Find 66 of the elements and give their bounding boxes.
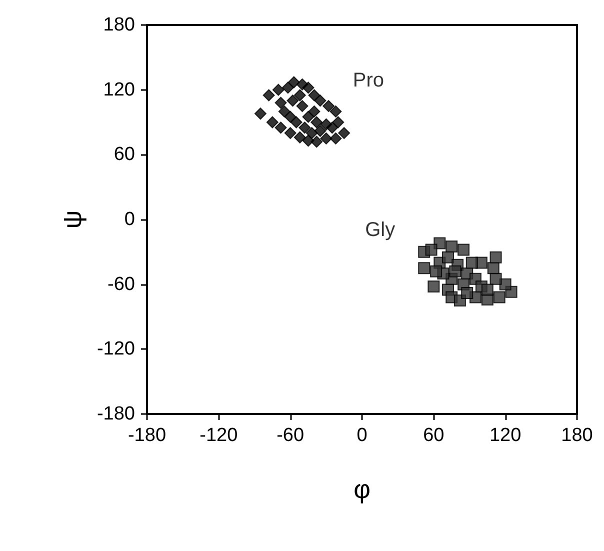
- x-tick-label: 180: [561, 425, 593, 446]
- point: [449, 265, 462, 278]
- point: [310, 116, 323, 128]
- point: [294, 89, 306, 102]
- point: [272, 84, 284, 96]
- point: [262, 89, 275, 102]
- point: [442, 251, 454, 264]
- x-tick-label: 0: [356, 425, 368, 446]
- y-tick-label: 60: [114, 144, 135, 166]
- point: [330, 105, 342, 118]
- point: [320, 132, 332, 144]
- point: [302, 110, 314, 123]
- point: [425, 244, 438, 256]
- x-tick-label: -180: [128, 425, 166, 446]
- point: [493, 291, 506, 304]
- point: [282, 82, 294, 94]
- point: [284, 110, 296, 123]
- y-tick-label: -180: [96, 404, 135, 424]
- point: [330, 132, 342, 144]
- point: [458, 244, 470, 256]
- point: [286, 94, 299, 107]
- point: [326, 122, 338, 134]
- y-tick-label: -60: [108, 274, 135, 295]
- point: [278, 105, 290, 118]
- point: [332, 116, 344, 128]
- point: [298, 122, 311, 134]
- point: [274, 96, 287, 109]
- point: [314, 124, 326, 137]
- y-tick-label: 120: [103, 79, 135, 100]
- point: [314, 94, 326, 107]
- point: [290, 116, 302, 128]
- point: [308, 105, 320, 118]
- x-tick-label: -60: [276, 425, 304, 446]
- point: [338, 127, 350, 140]
- point: [418, 262, 430, 274]
- point: [266, 116, 278, 128]
- point: [302, 134, 314, 147]
- point: [288, 76, 300, 88]
- point: [490, 272, 502, 285]
- x-tick-label: -120: [200, 425, 238, 446]
- y-axis-title: ψ: [57, 210, 87, 229]
- series-label: Pro: [352, 69, 384, 92]
- point: [466, 256, 478, 269]
- point: [487, 262, 500, 274]
- point: [294, 131, 306, 144]
- point: [302, 82, 314, 94]
- point: [490, 251, 502, 264]
- point: [254, 108, 266, 120]
- point: [461, 286, 474, 299]
- y-tick-label: 180: [103, 14, 135, 36]
- point: [446, 240, 458, 253]
- x-axis-title: φ: [354, 474, 370, 504]
- y-tick-label: -120: [96, 338, 135, 360]
- point: [428, 280, 440, 292]
- series-label: Gly: [365, 218, 396, 241]
- point: [274, 122, 287, 134]
- x-tick-label: 60: [423, 425, 444, 446]
- point: [322, 100, 335, 112]
- point: [296, 100, 308, 112]
- point: [306, 127, 318, 140]
- point: [284, 127, 296, 140]
- point: [481, 284, 494, 296]
- x-tick-label: 120: [489, 425, 522, 446]
- point: [308, 89, 320, 102]
- point: [430, 265, 442, 278]
- y-tick-label: 0: [124, 209, 135, 230]
